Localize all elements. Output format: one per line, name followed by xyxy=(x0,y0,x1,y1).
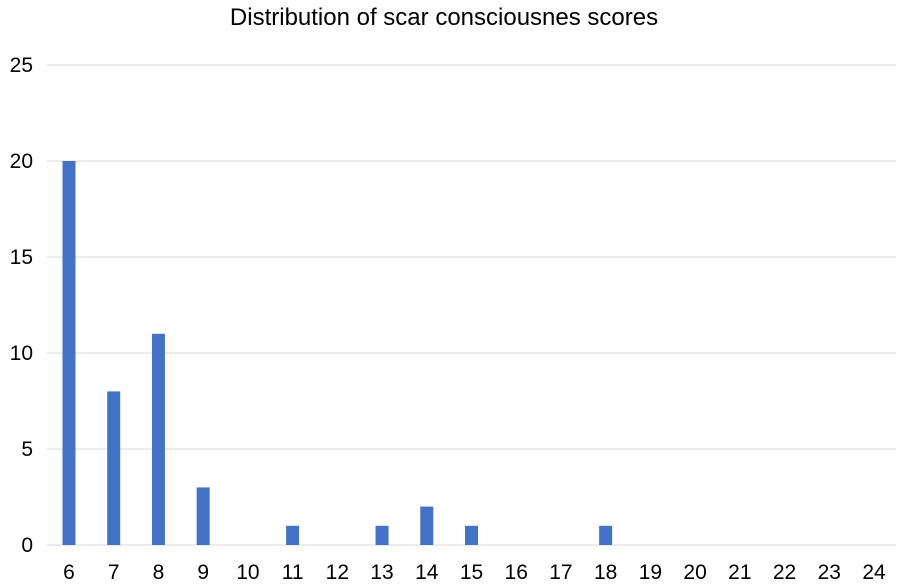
x-tick-label: 18 xyxy=(594,561,617,584)
x-tick-label: 10 xyxy=(236,561,259,584)
x-tick-label: 20 xyxy=(683,561,706,584)
bar-15 xyxy=(465,525,478,545)
x-tick-label: 22 xyxy=(773,561,796,584)
y-axis-ticks: 0 5 10 15 20 25 xyxy=(10,54,33,557)
y-tick-label: 0 xyxy=(21,534,33,557)
x-tick-label: 17 xyxy=(549,561,572,584)
x-tick-label: 12 xyxy=(326,561,349,584)
x-tick-label: 6 xyxy=(63,561,75,584)
chart-title: Distribution of scar consciousnes scores xyxy=(230,4,658,31)
gridlines xyxy=(47,64,896,546)
x-tick-label: 15 xyxy=(460,561,483,584)
x-tick-label: 23 xyxy=(818,561,841,584)
x-tick-label: 7 xyxy=(108,561,120,584)
x-tick-label: 11 xyxy=(282,561,304,584)
x-tick-label: 16 xyxy=(505,561,528,584)
x-tick-label: 24 xyxy=(862,561,886,584)
x-tick-label: 8 xyxy=(153,561,165,584)
bar-13 xyxy=(375,525,389,545)
bar-8 xyxy=(151,333,165,545)
x-tick-label: 9 xyxy=(197,561,209,584)
bar-7 xyxy=(107,391,121,545)
bar-14 xyxy=(420,506,434,545)
y-tick-label: 5 xyxy=(21,438,33,461)
y-tick-label: 10 xyxy=(10,342,33,365)
y-tick-label: 20 xyxy=(10,150,33,173)
bar-9 xyxy=(196,487,210,545)
bar-18 xyxy=(599,525,613,545)
x-tick-label: 21 xyxy=(728,561,751,584)
x-tick-label: 14 xyxy=(415,561,439,584)
x-axis-ticks: 6 7 8 9 10 11 12 13 14 15 16 17 18 19 20 21 22 23 24 xyxy=(63,561,886,584)
x-tick-label: 19 xyxy=(639,561,662,584)
y-tick-label: 25 xyxy=(10,54,33,77)
bar-6 xyxy=(62,161,76,545)
x-tick-label: 13 xyxy=(370,561,393,584)
bars xyxy=(62,161,613,545)
bar-11 xyxy=(286,525,300,545)
y-tick-label: 15 xyxy=(10,246,33,269)
